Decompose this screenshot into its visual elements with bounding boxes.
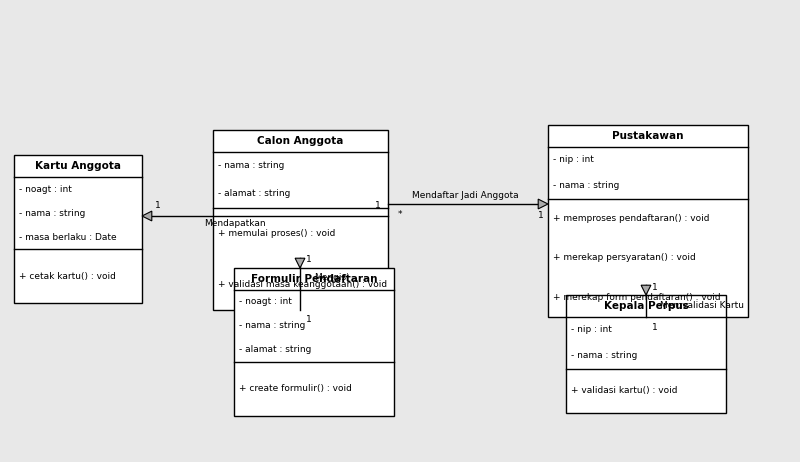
- Bar: [14, 155, 142, 303]
- Text: + merekap form pendaftaran() : void: + merekap form pendaftaran() : void: [553, 293, 721, 302]
- Text: *: *: [398, 211, 402, 219]
- Text: - nama : string: - nama : string: [571, 352, 638, 360]
- Text: + validasi masa keanggotaan() : void: + validasi masa keanggotaan() : void: [218, 280, 387, 289]
- Text: - nama : string: - nama : string: [19, 208, 86, 218]
- Text: Calon Anggota: Calon Anggota: [258, 136, 344, 146]
- Bar: [213, 130, 388, 310]
- Text: - nama : string: - nama : string: [218, 162, 284, 170]
- Text: - nama : string: - nama : string: [239, 322, 306, 330]
- Text: Mendaftar Jadi Anggota: Mendaftar Jadi Anggota: [412, 190, 518, 200]
- Text: 1: 1: [306, 316, 312, 324]
- Text: 1: 1: [306, 255, 312, 265]
- Text: Memvalidasi Kartu: Memvalidasi Kartu: [660, 300, 744, 310]
- Text: Mendapatkan: Mendapatkan: [204, 219, 266, 229]
- Text: Mengisi: Mengisi: [314, 274, 349, 282]
- Text: Kepala Perpus: Kepala Perpus: [603, 301, 689, 311]
- Text: Pustakawan: Pustakawan: [612, 131, 684, 141]
- Text: 1: 1: [375, 201, 381, 209]
- Text: + create formulir() : void: + create formulir() : void: [239, 384, 352, 394]
- Text: - nip : int: - nip : int: [571, 326, 612, 334]
- Text: - nama : string: - nama : string: [553, 182, 619, 190]
- Text: - noagt : int: - noagt : int: [19, 184, 72, 194]
- Text: - noagt : int: - noagt : int: [239, 298, 292, 306]
- Text: + memulai proses() : void: + memulai proses() : void: [218, 229, 335, 238]
- Bar: [234, 268, 394, 416]
- Text: - alamat : string: - alamat : string: [218, 189, 290, 199]
- Text: + validasi kartu() : void: + validasi kartu() : void: [571, 387, 678, 395]
- Text: + memproses pendaftaran() : void: + memproses pendaftaran() : void: [553, 214, 710, 223]
- Text: + merekap persyaratan() : void: + merekap persyaratan() : void: [553, 254, 696, 262]
- Text: Formulir Pendaftaran: Formulir Pendaftaran: [250, 274, 378, 284]
- Polygon shape: [538, 199, 548, 209]
- Text: 1: 1: [652, 284, 658, 292]
- Text: Kartu Anggota: Kartu Anggota: [35, 161, 121, 171]
- Polygon shape: [142, 211, 152, 221]
- Text: + cetak kartu() : void: + cetak kartu() : void: [19, 272, 116, 280]
- Text: - alamat : string: - alamat : string: [239, 346, 311, 354]
- Text: - masa berlaku : Date: - masa berlaku : Date: [19, 232, 117, 242]
- Polygon shape: [295, 258, 305, 268]
- Text: - nip : int: - nip : int: [553, 156, 594, 164]
- Text: 1: 1: [652, 322, 658, 332]
- Text: 1: 1: [538, 211, 544, 219]
- Bar: [548, 125, 748, 317]
- Polygon shape: [641, 285, 651, 295]
- Text: 1: 1: [155, 201, 161, 209]
- Bar: [566, 295, 726, 413]
